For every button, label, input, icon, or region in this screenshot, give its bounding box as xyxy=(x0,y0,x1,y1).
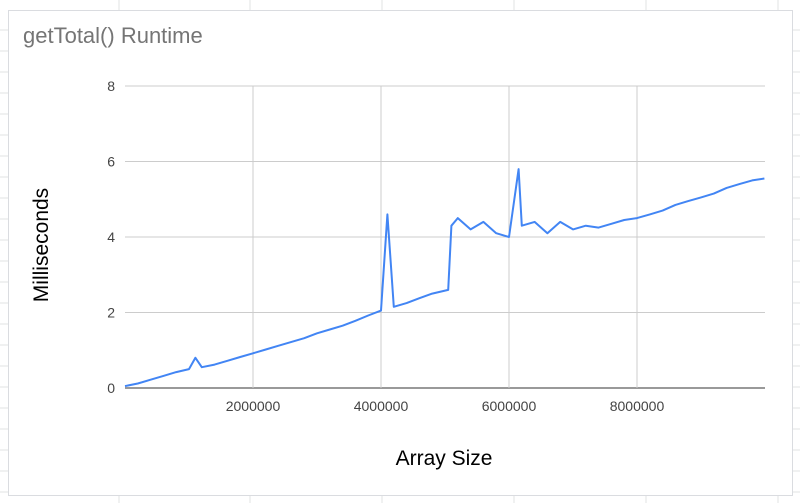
x-axis-title: Array Size xyxy=(395,447,493,470)
x-tick-label: 4000000 xyxy=(354,398,409,414)
y-tick-label: 8 xyxy=(107,78,115,94)
x-tick-label: 8000000 xyxy=(610,398,665,414)
x-tick-label: 2000000 xyxy=(226,398,281,414)
chart-title: getTotal() Runtime xyxy=(23,23,203,48)
y-tick-label: 0 xyxy=(107,380,115,396)
chart-card[interactable] xyxy=(8,10,793,496)
y-tick-label: 6 xyxy=(107,154,115,170)
series-line xyxy=(124,168,765,388)
y-tick-label: 2 xyxy=(107,305,115,321)
y-tick-label: 4 xyxy=(107,229,115,245)
x-tick-label: 6000000 xyxy=(482,398,537,414)
